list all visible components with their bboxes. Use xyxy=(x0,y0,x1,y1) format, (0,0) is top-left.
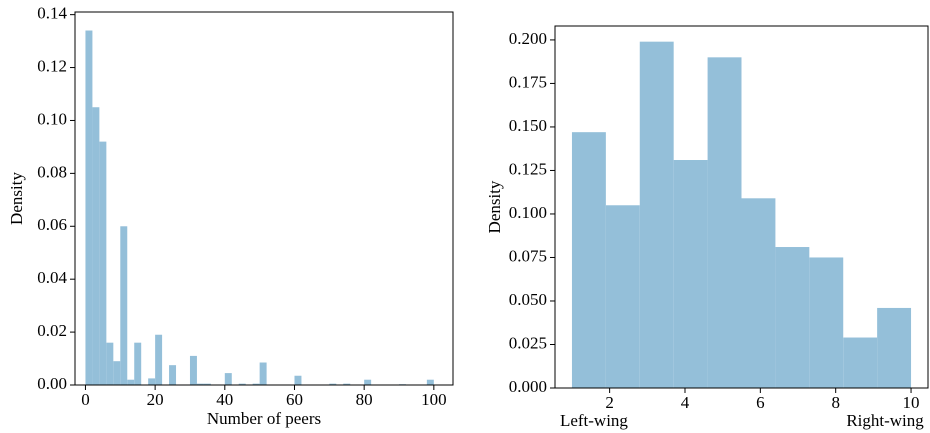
y-tick-label: 0.075 xyxy=(509,246,547,265)
y-tick-label: 0.06 xyxy=(37,215,67,234)
bar xyxy=(639,41,674,389)
y-axis-label: Density xyxy=(7,172,26,225)
y-tick-label: 0.150 xyxy=(509,116,547,135)
bar xyxy=(707,57,742,388)
y-tick-label: 0.04 xyxy=(37,268,67,287)
annotation: Right-wing xyxy=(846,411,924,430)
bar xyxy=(775,247,810,388)
y-tick-label: 0.125 xyxy=(509,159,547,178)
x-tick-label: 2 xyxy=(605,393,614,412)
annotation: Left-wing xyxy=(560,411,628,430)
bar xyxy=(155,334,163,385)
y-tick-label: 0.00 xyxy=(37,374,67,393)
y-tick-label: 0.200 xyxy=(509,29,547,48)
x-tick-label: 0 xyxy=(81,390,90,409)
y-tick-label: 0.14 xyxy=(37,4,67,23)
bar xyxy=(605,205,640,388)
plot-frame xyxy=(554,25,929,389)
y-tick-label: 0.02 xyxy=(37,321,67,340)
y-tick-label: 0.025 xyxy=(509,333,547,352)
y-tick-label: 0.000 xyxy=(509,377,547,396)
x-axis-label: Number of peers xyxy=(207,409,321,428)
bar xyxy=(741,198,776,388)
y-tick-label: 0.12 xyxy=(37,56,67,75)
bar xyxy=(673,160,708,388)
bar xyxy=(113,361,121,385)
y-tick-label: 0.08 xyxy=(37,162,67,181)
x-tick-label: 40 xyxy=(216,390,233,409)
bar xyxy=(203,383,211,385)
bar xyxy=(85,30,93,385)
bar xyxy=(169,365,177,385)
bar xyxy=(92,107,100,385)
x-tick-label: 4 xyxy=(681,393,690,412)
bar xyxy=(294,375,302,385)
bar xyxy=(224,373,232,385)
plot-frame xyxy=(74,11,454,386)
y-tick-label: 0.175 xyxy=(509,72,547,91)
x-tick-label: 60 xyxy=(286,390,303,409)
y-tick-label: 0.050 xyxy=(509,290,547,309)
x-tick-label: 20 xyxy=(147,390,164,409)
x-tick-label: 100 xyxy=(421,390,447,409)
bar xyxy=(364,379,372,385)
bar xyxy=(877,307,912,388)
x-tick-label: 10 xyxy=(903,393,920,412)
bar xyxy=(259,362,267,385)
bar xyxy=(134,342,142,385)
bar xyxy=(106,342,114,385)
bar xyxy=(252,383,260,385)
bar xyxy=(120,226,128,385)
bar xyxy=(426,379,434,385)
bar xyxy=(843,337,878,388)
bar xyxy=(196,383,204,385)
bar xyxy=(127,379,135,385)
bar xyxy=(809,257,844,388)
x-tick-label: 8 xyxy=(831,393,840,412)
bar xyxy=(189,355,197,385)
bar xyxy=(99,141,107,385)
bar xyxy=(238,383,246,385)
y-axis-label: Density xyxy=(485,180,504,233)
bar xyxy=(148,378,156,385)
bar xyxy=(343,383,351,385)
x-tick-label: 6 xyxy=(756,393,765,412)
y-tick-label: 0.10 xyxy=(37,109,67,128)
y-tick-label: 0.100 xyxy=(509,203,547,222)
bar xyxy=(329,383,337,385)
x-tick-label: 80 xyxy=(356,390,373,409)
bar xyxy=(571,132,606,388)
